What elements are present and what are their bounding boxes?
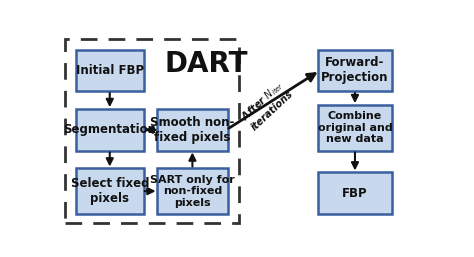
FancyBboxPatch shape bbox=[318, 50, 392, 91]
Text: SART only for
non-fixed
pixels: SART only for non-fixed pixels bbox=[150, 175, 235, 208]
Text: Combine
original and
new data: Combine original and new data bbox=[318, 111, 392, 144]
Text: DART: DART bbox=[164, 50, 248, 78]
FancyBboxPatch shape bbox=[76, 168, 144, 214]
Text: Segmentation: Segmentation bbox=[63, 123, 156, 136]
Text: After $N_{iter}$
iterations: After $N_{iter}$ iterations bbox=[238, 78, 295, 133]
Text: Forward-
Projection: Forward- Projection bbox=[321, 57, 389, 84]
FancyBboxPatch shape bbox=[76, 109, 144, 151]
FancyBboxPatch shape bbox=[318, 172, 392, 214]
FancyBboxPatch shape bbox=[318, 105, 392, 151]
FancyBboxPatch shape bbox=[76, 50, 144, 91]
FancyBboxPatch shape bbox=[156, 168, 228, 214]
Text: Select fixed
pixels: Select fixed pixels bbox=[71, 177, 149, 205]
FancyBboxPatch shape bbox=[156, 109, 228, 151]
Text: FBP: FBP bbox=[342, 187, 368, 200]
Text: Initial FBP: Initial FBP bbox=[76, 64, 144, 77]
Bar bbox=[65, 39, 239, 223]
Text: Smooth non-
fixed pixels: Smooth non- fixed pixels bbox=[150, 116, 235, 144]
